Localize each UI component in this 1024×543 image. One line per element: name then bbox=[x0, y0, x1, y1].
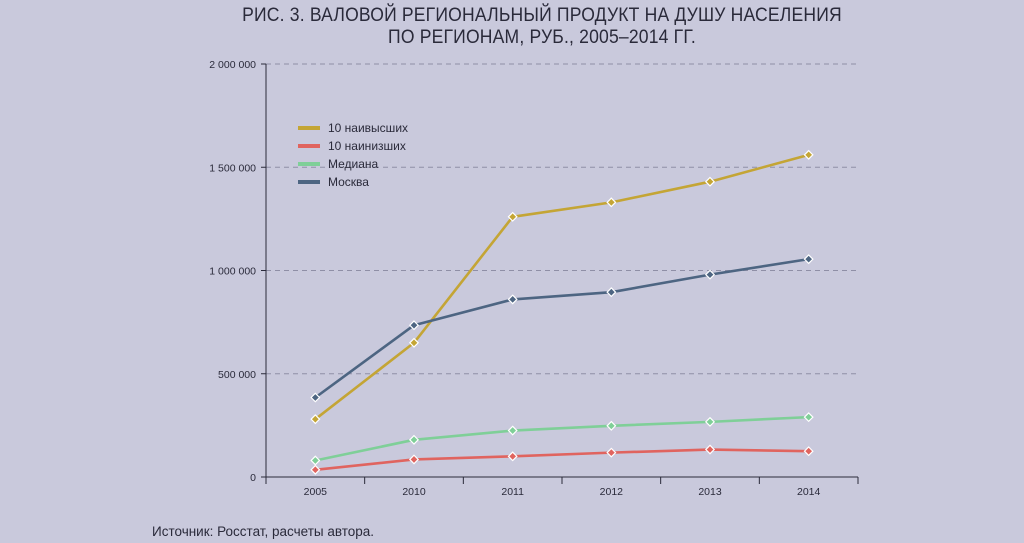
data-point bbox=[704, 444, 716, 455]
x-tick-label: 2011 bbox=[501, 486, 524, 498]
data-point bbox=[507, 451, 518, 462]
data-point bbox=[408, 337, 420, 348]
y-tick-label: 1 000 000 bbox=[209, 266, 256, 278]
legend-label: Москва bbox=[328, 175, 369, 189]
data-point bbox=[408, 454, 420, 465]
data-point bbox=[310, 464, 321, 475]
series-line bbox=[314, 153, 810, 421]
chart-title: РИС. 3. ВАЛОВОЙ РЕГИОНАЛЬНЫЙ ПРОДУКТ НА … bbox=[54, 4, 1024, 48]
data-point bbox=[310, 392, 321, 403]
data-point bbox=[606, 287, 617, 298]
y-tick-label: 500 000 bbox=[218, 369, 256, 381]
data-point bbox=[408, 320, 420, 331]
data-point bbox=[606, 447, 617, 458]
series-line bbox=[314, 257, 809, 399]
data-point bbox=[310, 414, 321, 425]
legend-label: Медиана bbox=[328, 157, 379, 171]
series-line bbox=[315, 415, 809, 462]
data-point bbox=[507, 425, 518, 436]
source-note: Источник: Росстат, расчеты автора. bbox=[152, 524, 375, 539]
legend-label: 10 наинизших bbox=[328, 139, 406, 153]
data-point bbox=[803, 412, 814, 423]
data-point bbox=[606, 420, 617, 431]
y-tick-label: 2 000 000 bbox=[209, 59, 256, 71]
x-tick-label: 2010 bbox=[402, 486, 426, 498]
data-point bbox=[408, 434, 420, 445]
data-point bbox=[310, 455, 321, 466]
data-point bbox=[803, 149, 814, 160]
data-point bbox=[803, 446, 814, 457]
data-point bbox=[507, 211, 518, 222]
data-point bbox=[704, 416, 716, 427]
x-tick-label: 2013 bbox=[698, 486, 722, 498]
chart-title-line-2: ПО РЕГИОНАМ, РУБ., 2005–2014 ГГ. bbox=[388, 26, 696, 48]
chart-title-line-1: РИС. 3. ВАЛОВОЙ РЕГИОНАЛЬНЫЙ ПРОДУКТ НА … bbox=[242, 4, 842, 26]
data-point bbox=[704, 176, 716, 187]
data-point bbox=[803, 254, 814, 265]
data-point bbox=[507, 294, 518, 305]
data-point bbox=[704, 269, 716, 280]
y-tick-label: 0 bbox=[250, 472, 256, 484]
x-tick-label: 2005 bbox=[304, 486, 328, 498]
series-line bbox=[315, 448, 809, 472]
legend-label: 10 наивысших bbox=[328, 121, 408, 135]
data-point bbox=[606, 197, 617, 208]
x-tick-label: 2012 bbox=[600, 486, 624, 498]
y-tick-label: 1 500 000 bbox=[209, 162, 256, 174]
x-tick-label: 2014 bbox=[797, 486, 821, 498]
